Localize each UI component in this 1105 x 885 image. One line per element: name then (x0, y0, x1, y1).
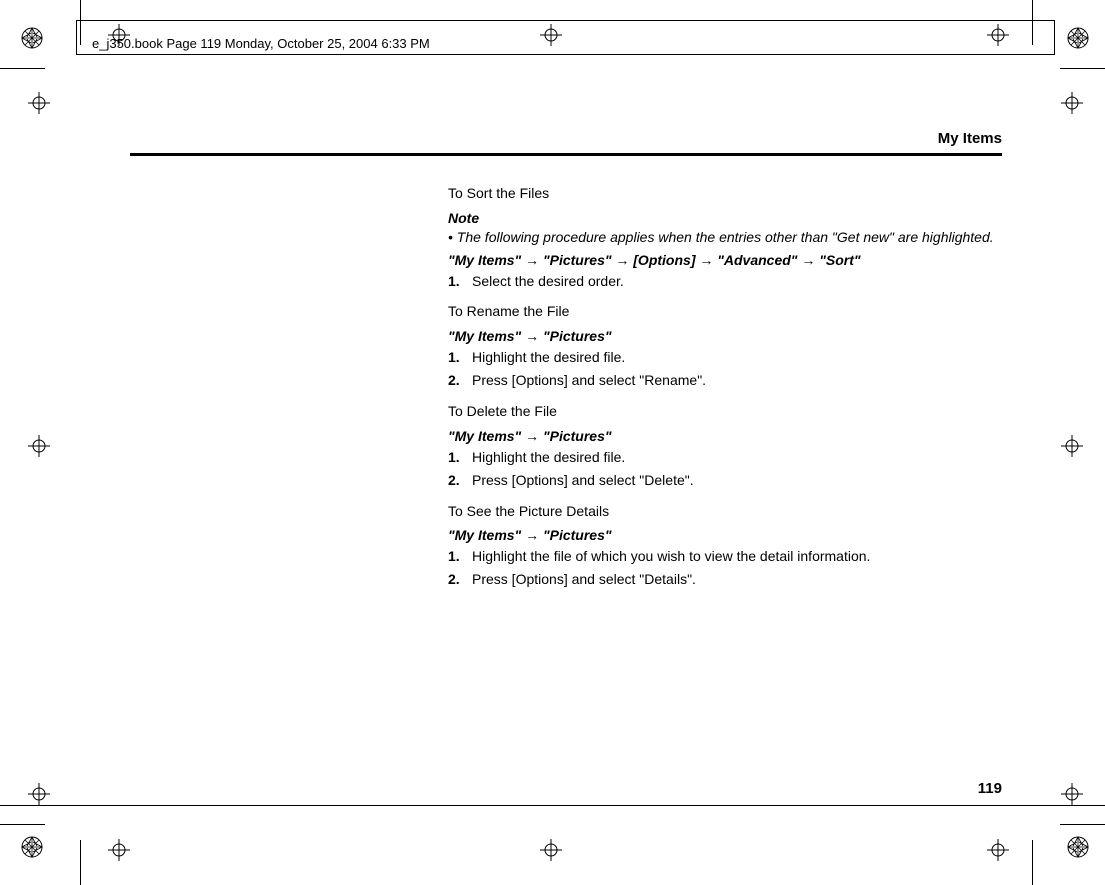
crosshair-mark-icon (1061, 435, 1083, 457)
section-heading: To Sort the Files (448, 184, 1002, 203)
section-delete: To Delete the File "My Items" → "Picture… (448, 402, 1002, 490)
note-text: • The following procedure applies when t… (448, 228, 1002, 247)
crosshair-mark-icon (108, 24, 130, 46)
nav-path: "My Items" → "Pictures" (448, 427, 1002, 446)
crosshair-mark-icon (28, 783, 50, 805)
step-text: Press [Options] and select "Details". (472, 570, 1002, 589)
step-text: Highlight the desired file. (472, 448, 1002, 467)
step-number: 2. (448, 471, 472, 490)
step: 1. Highlight the desired file. (448, 348, 1002, 367)
section-rename: To Rename the File "My Items" → "Picture… (448, 302, 1002, 390)
crop-line (1032, 840, 1033, 885)
crosshair-mark-icon (1061, 92, 1083, 114)
section-title: My Items (130, 130, 1002, 147)
step-text: Highlight the file of which you wish to … (472, 547, 1002, 566)
crosshair-mark-icon (1061, 783, 1083, 805)
crosshair-mark-icon (28, 92, 50, 114)
title-rule (130, 153, 1002, 156)
crop-line (1060, 824, 1105, 825)
step-number: 1. (448, 348, 472, 367)
section-sort: To Sort the Files Note • The following p… (448, 184, 1002, 290)
step: 2. Press [Options] and select "Rename". (448, 371, 1002, 390)
crosshair-mark-icon (28, 435, 50, 457)
crop-line (80, 840, 81, 885)
step-text: Press [Options] and select "Rename". (472, 371, 1002, 390)
crop-line (1032, 0, 1033, 45)
crop-line (0, 805, 1105, 806)
crosshair-mark-icon (987, 839, 1009, 861)
step-text: Press [Options] and select "Delete". (472, 471, 1002, 490)
section-heading: To Rename the File (448, 302, 1002, 321)
registration-mark-icon (20, 835, 44, 859)
section-heading: To See the Picture Details (448, 502, 1002, 521)
page-content: My Items To Sort the Files Note • The fo… (130, 130, 1002, 601)
registration-mark-icon (20, 26, 44, 50)
crop-line (0, 68, 45, 69)
nav-path: "My Items" → "Pictures" → [Options] → "A… (448, 251, 1002, 270)
step: 1. Highlight the file of which you wish … (448, 547, 1002, 566)
crop-line (0, 824, 45, 825)
step-number: 1. (448, 448, 472, 467)
step-text: Select the desired order. (472, 272, 1002, 291)
nav-path: "My Items" → "Pictures" (448, 526, 1002, 545)
step: 2. Press [Options] and select "Details". (448, 570, 1002, 589)
registration-mark-icon (1066, 835, 1090, 859)
step-number: 1. (448, 272, 472, 291)
registration-mark-icon (1066, 26, 1090, 50)
step-number: 2. (448, 570, 472, 589)
step: 2. Press [Options] and select "Delete". (448, 471, 1002, 490)
step-number: 1. (448, 547, 472, 566)
crop-line (1060, 68, 1105, 69)
section-details: To See the Picture Details "My Items" → … (448, 502, 1002, 590)
crosshair-mark-icon (540, 839, 562, 861)
section-heading: To Delete the File (448, 402, 1002, 421)
frame-info: e_j350.book Page 119 Monday, October 25,… (92, 36, 430, 51)
content-body: To Sort the Files Note • The following p… (448, 184, 1002, 589)
note-label: Note (448, 209, 1002, 228)
step: 1. Highlight the desired file. (448, 448, 1002, 467)
crop-line (80, 0, 81, 45)
crosshair-mark-icon (540, 24, 562, 46)
step-number: 2. (448, 371, 472, 390)
nav-path: "My Items" → "Pictures" (448, 327, 1002, 346)
step: 1. Select the desired order. (448, 272, 1002, 291)
page-number: 119 (978, 780, 1002, 797)
crosshair-mark-icon (987, 24, 1009, 46)
step-text: Highlight the desired file. (472, 348, 1002, 367)
crosshair-mark-icon (108, 839, 130, 861)
